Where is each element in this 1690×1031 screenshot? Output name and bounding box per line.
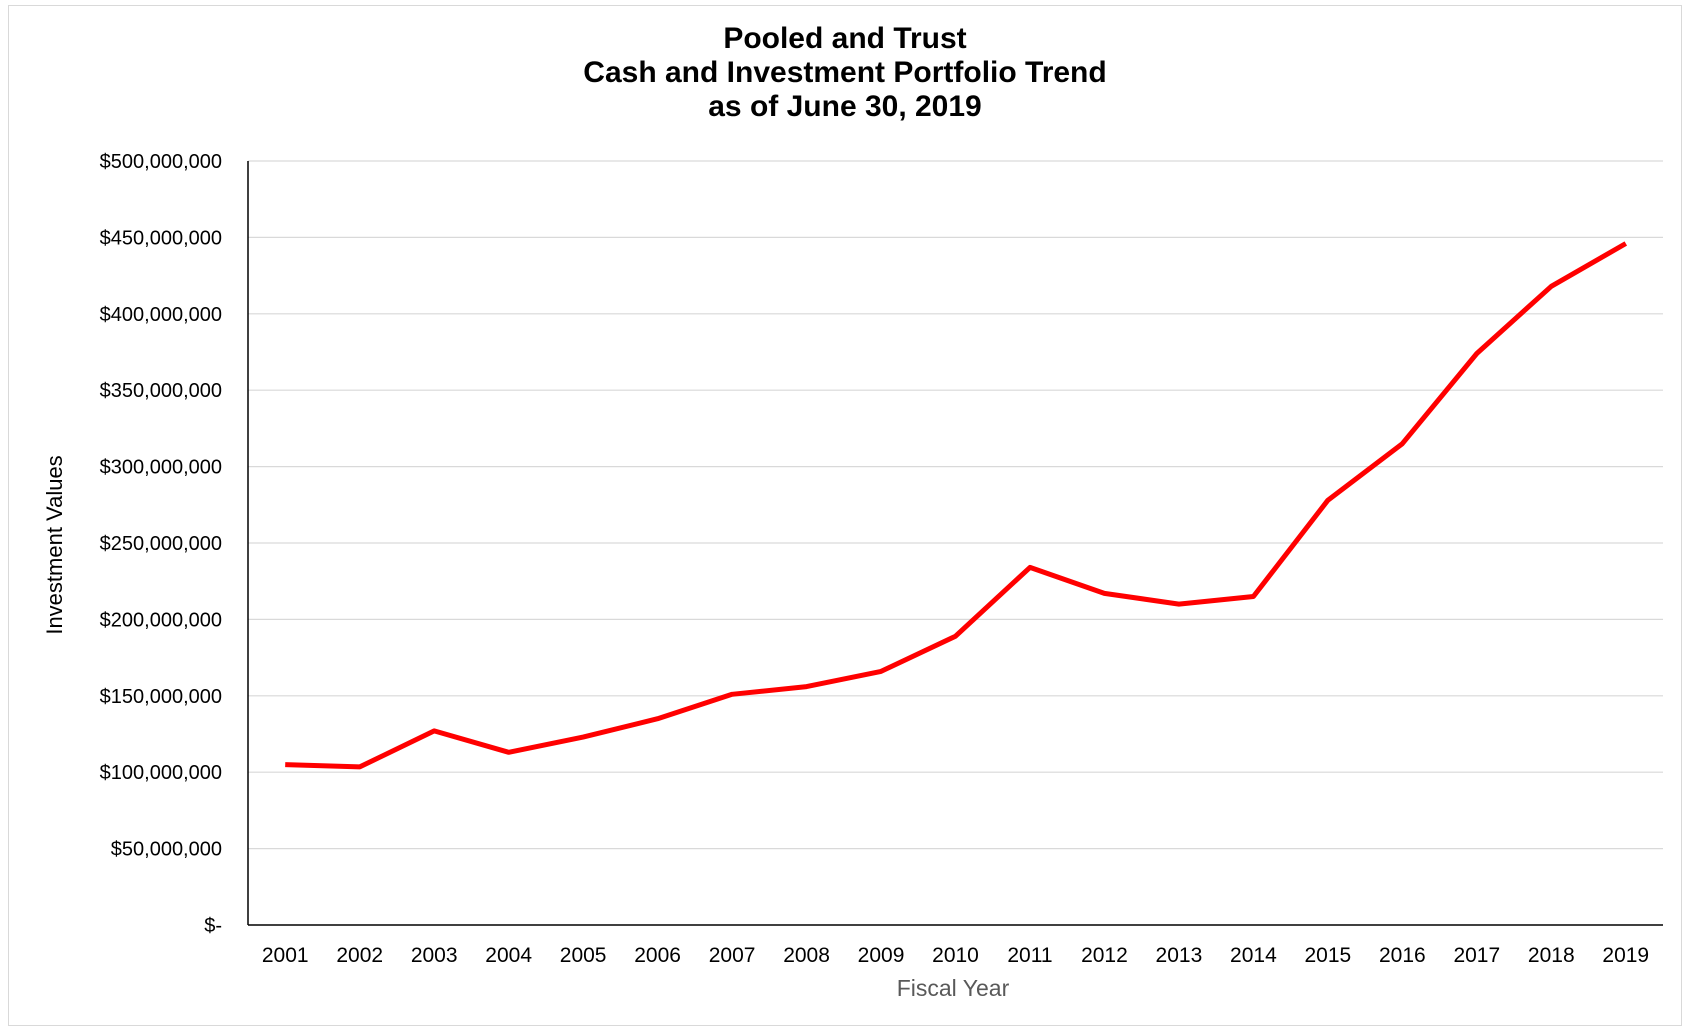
chart-title-line-1: Pooled and Trust [723, 22, 967, 55]
x-tick-label: 2001 [262, 944, 309, 967]
data-point [1400, 441, 1405, 446]
x-tick-label: 2007 [709, 944, 756, 967]
x-tick-label: 2011 [1007, 944, 1052, 967]
y-tick-label: $50,000,000 [111, 839, 222, 861]
y-tick-label: $- [204, 915, 222, 937]
data-point [730, 692, 735, 697]
y-tick-label: $150,000,000 [100, 686, 222, 708]
x-tick-label: 2005 [560, 944, 607, 967]
x-tick-label: 2002 [336, 944, 383, 967]
y-axis-tick-labels: $- $50,000,000 $100,000,000 $150,000,000 $20… [100, 151, 222, 937]
data-point [1027, 565, 1032, 570]
x-tick-label: 2017 [1453, 944, 1500, 967]
data-point [1325, 498, 1330, 503]
y-tick-label: $200,000,000 [100, 609, 222, 631]
x-tick-label: 2003 [411, 944, 458, 967]
data-point [1102, 591, 1107, 596]
x-axis-title: Fiscal Year [897, 975, 1010, 1001]
data-point [432, 728, 437, 733]
chart-title-line-3: as of June 30, 2019 [708, 90, 982, 123]
y-axis-title: Investment Values [42, 455, 67, 634]
x-tick-label: 2004 [485, 944, 532, 967]
gridlines [248, 160, 1663, 850]
data-point [357, 764, 362, 769]
x-tick-label: 2010 [932, 944, 979, 967]
data-point [655, 716, 660, 721]
y-tick-label: $350,000,000 [100, 380, 222, 402]
chart-title-line-2: Cash and Investment Portfolio Trend [583, 56, 1107, 89]
x-tick-label: 2018 [1528, 944, 1575, 967]
chart-title: Pooled and Trust Cash and Investment Por… [0, 22, 1690, 124]
y-tick-label: $450,000,000 [100, 227, 222, 249]
x-tick-label: 2016 [1379, 944, 1426, 967]
data-point [804, 684, 809, 689]
data-point [1474, 351, 1479, 356]
x-tick-label: 2006 [634, 944, 681, 967]
x-tick-label: 2019 [1602, 944, 1649, 967]
data-point [1251, 594, 1256, 599]
data-point [506, 750, 511, 755]
y-tick-label: $500,000,000 [100, 151, 222, 173]
x-tick-label: 2009 [858, 944, 905, 967]
data-point [879, 669, 884, 674]
data-point [953, 634, 958, 639]
axes [247, 161, 1663, 926]
x-tick-label: 2012 [1081, 944, 1128, 967]
x-tick-label: 2008 [783, 944, 830, 967]
data-point [1176, 602, 1181, 607]
y-tick-label: $300,000,000 [100, 457, 222, 479]
x-tick-label: 2014 [1230, 944, 1277, 967]
chart-area [8, 5, 1682, 1026]
y-tick-label: $250,000,000 [100, 533, 222, 555]
data-point [581, 735, 586, 740]
y-tick-label: $100,000,000 [100, 762, 222, 784]
data-point [283, 762, 288, 767]
y-tick-label: $400,000,000 [100, 304, 222, 326]
data-point [1549, 284, 1554, 289]
x-tick-label: 2015 [1305, 944, 1352, 967]
series-line [285, 241, 1628, 770]
x-tick-label: 2013 [1156, 944, 1203, 967]
series-layer [283, 241, 1628, 770]
x-axis-tick-labels: 2001 2002 2003 2004 2005 2006 2007 2008 2009 2010… [262, 944, 1649, 967]
data-point [1623, 241, 1628, 246]
